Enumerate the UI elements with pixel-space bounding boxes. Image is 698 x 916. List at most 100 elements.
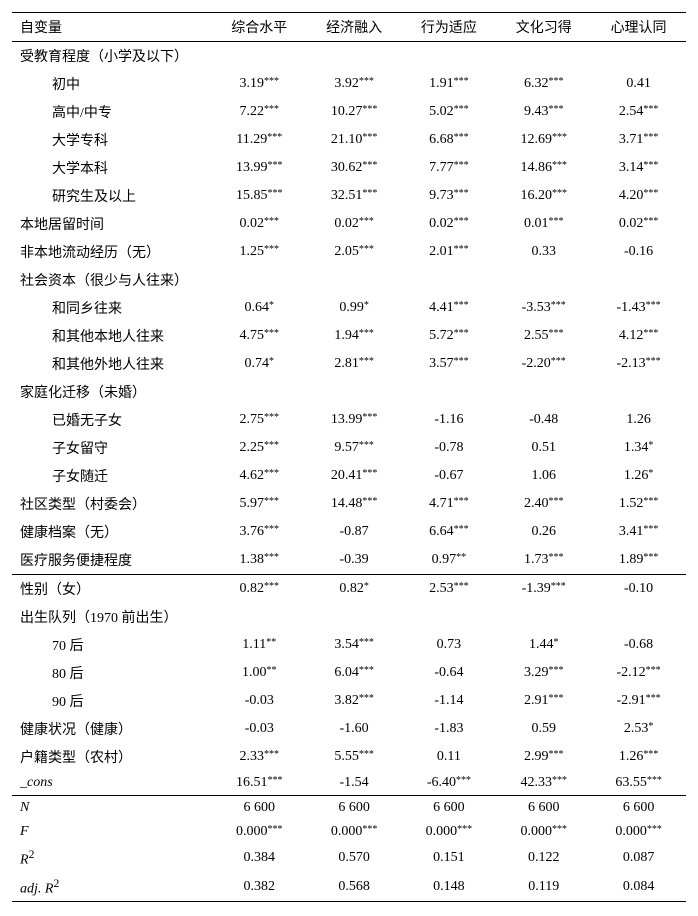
value-cell: 3.41*** <box>591 518 686 546</box>
value-cell: 9.43*** <box>496 98 591 126</box>
value-cell: 6.64*** <box>402 518 497 546</box>
value-cell: 1.44* <box>496 631 591 659</box>
value-cell: 1.94*** <box>307 322 402 350</box>
value-cell: -1.39*** <box>496 575 591 604</box>
value-cell: 3.92*** <box>307 70 402 98</box>
value-cell: -0.67 <box>402 462 497 490</box>
col-header: 行为适应 <box>402 13 497 42</box>
value-cell: 9.57*** <box>307 434 402 462</box>
row-label: 大学本科 <box>12 154 212 182</box>
value-cell: 0.82* <box>307 575 402 604</box>
value-cell: 21.10*** <box>307 126 402 154</box>
value-cell: -2.91*** <box>591 687 686 715</box>
row-label: 大学专科 <box>12 126 212 154</box>
value-cell: 0.01*** <box>496 210 591 238</box>
value-cell: 12.69*** <box>496 126 591 154</box>
value-cell: 0.41 <box>591 70 686 98</box>
value-cell: 0.99* <box>307 294 402 322</box>
row-label: 家庭化迁移（未婚） <box>12 378 212 406</box>
value-cell: 1.26* <box>591 462 686 490</box>
value-cell: -0.78 <box>402 434 497 462</box>
value-cell: 5.72*** <box>402 322 497 350</box>
col-header: 自变量 <box>12 13 212 42</box>
value-cell: 6 600 <box>307 796 402 821</box>
table-row: 非本地流动经历（无）1.25***2.05***2.01***0.33-0.16 <box>12 238 686 266</box>
section-header-row: 受教育程度（小学及以下） <box>12 42 686 71</box>
table-row: 初中3.19***3.92***1.91***6.32***0.41 <box>12 70 686 98</box>
value-cell: 0.119 <box>496 873 591 902</box>
value-cell: 0.384 <box>212 844 307 873</box>
value-cell: 4.71*** <box>402 490 497 518</box>
value-cell: 4.75*** <box>212 322 307 350</box>
table-row: _cons16.51***-1.54-6.40***42.33***63.55*… <box>12 771 686 796</box>
row-label: 90 后 <box>12 687 212 715</box>
value-cell: -0.39 <box>307 546 402 575</box>
row-label: 性别（女） <box>12 575 212 604</box>
value-cell: 0.000*** <box>212 820 307 844</box>
table-body: 受教育程度（小学及以下）初中3.19***3.92***1.91***6.32*… <box>12 42 686 902</box>
value-cell: 1.00** <box>212 659 307 687</box>
value-cell: -1.83 <box>402 715 497 743</box>
value-cell: 3.14*** <box>591 154 686 182</box>
value-cell: 0.33 <box>496 238 591 266</box>
row-label: R2 <box>12 844 212 873</box>
value-cell: 5.97*** <box>212 490 307 518</box>
table-row: 子女随迁4.62***20.41***-0.671.061.26* <box>12 462 686 490</box>
value-cell: 13.99*** <box>212 154 307 182</box>
value-cell: -3.53*** <box>496 294 591 322</box>
value-cell: -6.40*** <box>402 771 497 796</box>
value-cell: 1.25*** <box>212 238 307 266</box>
value-cell: 0.26 <box>496 518 591 546</box>
value-cell: -0.87 <box>307 518 402 546</box>
value-cell: 5.55*** <box>307 743 402 771</box>
value-cell: 1.26*** <box>591 743 686 771</box>
table-row: 大学本科13.99***30.62***7.77***14.86***3.14*… <box>12 154 686 182</box>
table-row: 大学专科11.29***21.10***6.68***12.69***3.71*… <box>12 126 686 154</box>
value-cell: -0.03 <box>212 687 307 715</box>
value-cell: -1.43*** <box>591 294 686 322</box>
value-cell: 6.68*** <box>402 126 497 154</box>
value-cell: 63.55*** <box>591 771 686 796</box>
value-cell: 10.27*** <box>307 98 402 126</box>
value-cell: 6.04*** <box>307 659 402 687</box>
row-label: 高中/中专 <box>12 98 212 126</box>
section-header-row: 家庭化迁移（未婚） <box>12 378 686 406</box>
table-row: 已婚无子女2.75***13.99***-1.16-0.481.26 <box>12 406 686 434</box>
row-label: adj. R2 <box>12 873 212 902</box>
value-cell: 0.087 <box>591 844 686 873</box>
value-cell: 2.99*** <box>496 743 591 771</box>
value-cell: 0.568 <box>307 873 402 902</box>
value-cell: 4.41*** <box>402 294 497 322</box>
value-cell: 2.54*** <box>591 98 686 126</box>
value-cell: 1.34* <box>591 434 686 462</box>
value-cell: 2.40*** <box>496 490 591 518</box>
table-row: 和同乡往来0.64*0.99*4.41***-3.53***-1.43*** <box>12 294 686 322</box>
value-cell: -2.20*** <box>496 350 591 378</box>
value-cell: 1.11** <box>212 631 307 659</box>
table-row: 性别（女）0.82***0.82*2.53***-1.39***-0.10 <box>12 575 686 604</box>
row-label: 初中 <box>12 70 212 98</box>
table-row: 户籍类型（农村）2.33***5.55***0.112.99***1.26*** <box>12 743 686 771</box>
value-cell: 2.55*** <box>496 322 591 350</box>
value-cell: -0.10 <box>591 575 686 604</box>
col-header: 经济融入 <box>307 13 402 42</box>
value-cell: 14.48*** <box>307 490 402 518</box>
value-cell: 32.51*** <box>307 182 402 210</box>
value-cell: 2.05*** <box>307 238 402 266</box>
value-cell: 4.20*** <box>591 182 686 210</box>
table-row: N6 6006 6006 6006 6006 600 <box>12 796 686 821</box>
value-cell: 2.53*** <box>402 575 497 604</box>
value-cell: 2.91*** <box>496 687 591 715</box>
value-cell: -0.16 <box>591 238 686 266</box>
value-cell: -0.64 <box>402 659 497 687</box>
table-row: adj. R20.3820.5680.1480.1190.084 <box>12 873 686 902</box>
row-label: 80 后 <box>12 659 212 687</box>
value-cell: -0.68 <box>591 631 686 659</box>
row-label: 出生队列（1970 前出生） <box>12 603 212 631</box>
value-cell: 0.73 <box>402 631 497 659</box>
col-header: 综合水平 <box>212 13 307 42</box>
value-cell: 6 600 <box>496 796 591 821</box>
value-cell: 2.33*** <box>212 743 307 771</box>
value-cell: 0.084 <box>591 873 686 902</box>
value-cell: 2.53* <box>591 715 686 743</box>
